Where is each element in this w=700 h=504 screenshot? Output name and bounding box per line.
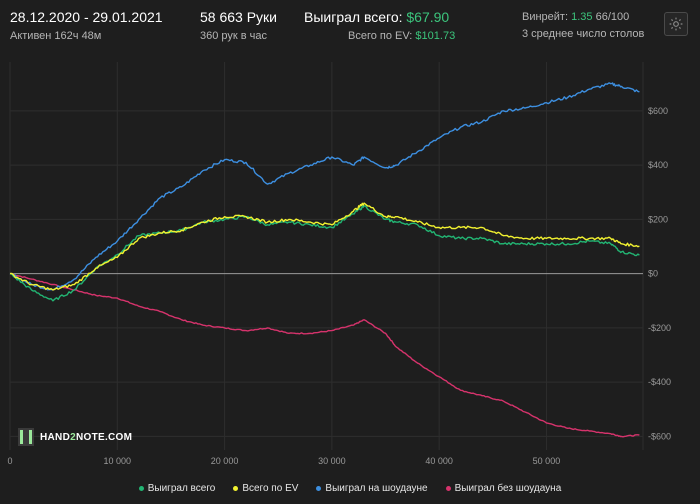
active-time: Активен 162ч 48м bbox=[10, 30, 102, 42]
series-line-won-total bbox=[9, 205, 640, 302]
won-total-label: Выиграл всего: bbox=[304, 9, 403, 25]
legend-dot bbox=[233, 485, 239, 491]
legend-dot bbox=[316, 485, 322, 491]
settings-button[interactable] bbox=[664, 12, 688, 36]
won-total: Выиграл всего: $67.90 bbox=[304, 9, 449, 25]
ev-total-label: Всего по EV: bbox=[348, 30, 413, 42]
chart-legend: Выиграл всего Всего по EV Выиграл на шоу… bbox=[0, 480, 700, 496]
winrate-suffix: 66/100 bbox=[595, 11, 630, 23]
stats-header: 28.12.2020 - 29.01.2021 Активен 162ч 48м… bbox=[0, 0, 700, 52]
series-line-no-showdown bbox=[9, 272, 640, 438]
x-tick-label: 0 bbox=[7, 456, 12, 466]
y-tick-label: $600 bbox=[648, 106, 668, 116]
series-line-showdown bbox=[9, 82, 640, 291]
ev-total: Всего по EV: $101.73 bbox=[348, 30, 455, 42]
x-tick-label: 40 000 bbox=[425, 456, 453, 466]
legend-item-won-total[interactable]: Выиграл всего bbox=[138, 480, 215, 496]
hand2note-logo-icon bbox=[18, 428, 34, 446]
profit-chart: 0 10 000 20 000 30 000 40 000 50 000 $600 $400 $… bbox=[7, 62, 671, 466]
winrate: Винрейт: 1.35 66/100 bbox=[522, 11, 629, 23]
x-tick-label: 10 000 bbox=[104, 456, 132, 466]
won-total-value: $67.90 bbox=[406, 9, 450, 25]
legend-item-no-showdown[interactable]: Выиграл без шоудауна bbox=[445, 480, 561, 496]
hands-per-hour: 360 рук в час bbox=[200, 30, 268, 42]
hand2note-logo: HAND2NOTE.COM bbox=[18, 428, 132, 446]
legend-item-showdown[interactable]: Выиграл на шоудауне bbox=[316, 480, 428, 496]
date-range: 28.12.2020 - 29.01.2021 bbox=[10, 9, 163, 25]
avg-tables: 3 среднее число столов bbox=[522, 28, 645, 40]
gear-icon bbox=[669, 17, 683, 31]
legend-item-ev-total[interactable]: Всего по EV bbox=[233, 480, 298, 496]
winrate-value: 1.35 bbox=[571, 11, 593, 23]
winrate-label: Винрейт: bbox=[522, 11, 569, 23]
y-tick-label: $400 bbox=[648, 160, 668, 170]
ev-total-value: $101.73 bbox=[415, 30, 456, 42]
y-tick-label: -$200 bbox=[648, 323, 671, 333]
series-line-ev-total bbox=[9, 202, 640, 291]
x-tick-label: 20 000 bbox=[211, 456, 239, 466]
legend-dot bbox=[445, 485, 451, 491]
y-tick-label: $200 bbox=[648, 214, 668, 224]
x-tick-label: 50 000 bbox=[533, 456, 561, 466]
logo-text: HAND2NOTE.COM bbox=[40, 431, 133, 443]
legend-dot bbox=[138, 485, 144, 491]
y-tick-label: $0 bbox=[648, 269, 658, 279]
x-tick-label: 30 000 bbox=[318, 456, 346, 466]
y-tick-label: -$600 bbox=[648, 431, 671, 441]
hands-count: 58 663 Руки bbox=[200, 9, 277, 25]
y-tick-label: -$400 bbox=[648, 377, 671, 387]
